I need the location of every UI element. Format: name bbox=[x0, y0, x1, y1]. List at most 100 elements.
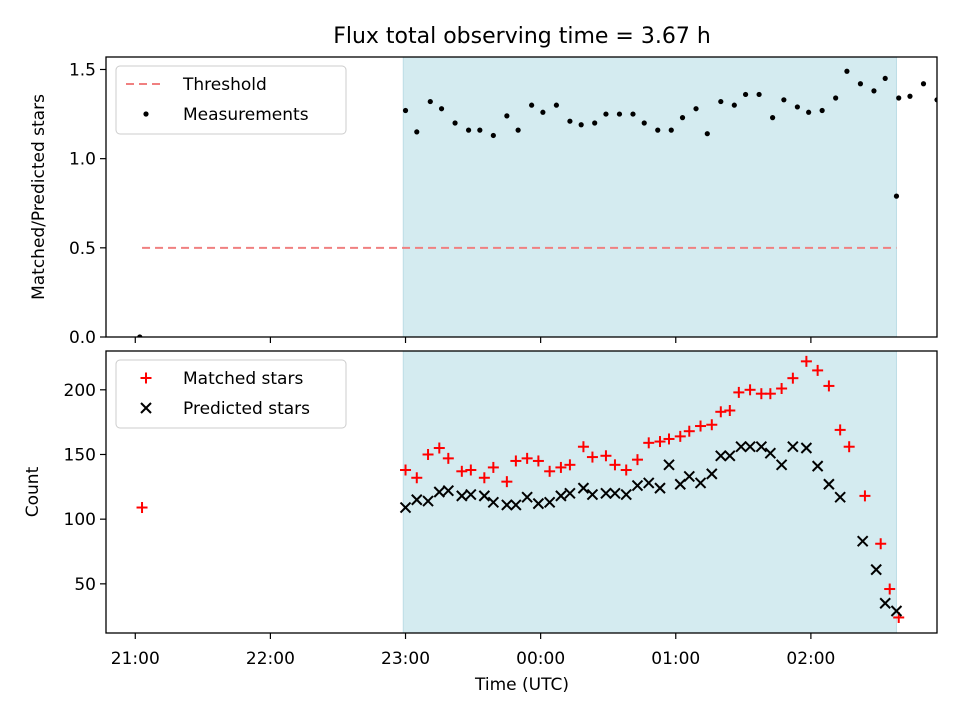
bottom-xtick-label-0: 21:00 bbox=[111, 649, 160, 669]
top-series0-point-38 bbox=[871, 88, 877, 94]
bottom-series0-point-19 bbox=[600, 450, 612, 462]
bottom-legend-swatch-0 bbox=[140, 372, 152, 384]
bottom-series0-point-9 bbox=[487, 461, 499, 473]
top-series0-point-11 bbox=[529, 102, 535, 108]
bottom-series0-point-3 bbox=[422, 448, 434, 460]
bottom-series1-point-10 bbox=[510, 499, 522, 511]
bottom-series1-point-41 bbox=[856, 535, 869, 547]
top-legend-box bbox=[115, 65, 347, 135]
top-series0-point-31 bbox=[781, 97, 787, 103]
top-legend-swatch-1 bbox=[143, 111, 149, 117]
bottom-y-axis-label: Count bbox=[23, 466, 43, 517]
bottom-series1-point-39 bbox=[823, 478, 835, 490]
bottom-series1-point-36 bbox=[787, 441, 799, 453]
bottom-series1-point-12 bbox=[532, 497, 545, 510]
bottom-series1-point-20 bbox=[620, 488, 632, 501]
bottom-series1-point-21 bbox=[631, 479, 644, 492]
bottom-legend-label-1: Predicted stars bbox=[183, 399, 310, 419]
bottom-series0-point-38 bbox=[800, 355, 812, 367]
bottom-xtick-label-2: 23:00 bbox=[381, 649, 430, 669]
bottom-series0-point-11 bbox=[510, 455, 522, 467]
bottom-series1-point-2 bbox=[422, 495, 434, 507]
top-ytick-label-1: 0.5 bbox=[69, 239, 96, 259]
top-series0-point-17 bbox=[603, 111, 609, 117]
bottom-series0-point-28 bbox=[695, 420, 707, 432]
bottom-series1-point-3 bbox=[433, 486, 446, 498]
bottom-series0-point-26 bbox=[674, 430, 686, 442]
bottom-axes-frame bbox=[105, 350, 938, 634]
bottom-panel: 50 100 150 200 21:00 22:00 23:00 00:00 01:00 02:0… bbox=[64, 350, 938, 669]
x-axis-label: Time (UTC) bbox=[474, 675, 569, 695]
bottom-series0-point-23 bbox=[643, 437, 655, 449]
bottom-series0-point-41 bbox=[834, 424, 846, 436]
bottom-series1-point-18 bbox=[600, 487, 612, 500]
bottom-series0-point-16 bbox=[564, 459, 576, 471]
top-series0-point-30 bbox=[770, 115, 776, 121]
bottom-series0-point-0 bbox=[136, 502, 148, 514]
bottom-series1-point-38 bbox=[811, 460, 824, 472]
bottom-series0-point-8 bbox=[478, 472, 490, 484]
top-series0-point-41 bbox=[907, 93, 913, 99]
bottom-series1-point-13 bbox=[543, 496, 556, 509]
bottom-series0-point-29 bbox=[706, 419, 718, 431]
top-ytick-label-3: 1.5 bbox=[69, 60, 96, 80]
bottom-series1-point-24 bbox=[663, 459, 675, 471]
bottom-series1-point-33 bbox=[755, 441, 768, 453]
bottom-series1-point-30 bbox=[724, 450, 736, 462]
top-series0-point-32 bbox=[794, 104, 800, 110]
top-legend-label-0: Threshold bbox=[182, 75, 267, 95]
bottom-series1-point-11 bbox=[521, 491, 533, 503]
top-ytick-label-0: 0.0 bbox=[69, 328, 96, 348]
top-series0-point-23 bbox=[679, 115, 686, 121]
top-series0-point-13 bbox=[553, 102, 560, 108]
top-series0-point-16 bbox=[592, 120, 598, 126]
top-series0-point-21 bbox=[655, 127, 661, 133]
top-series0-point-45 bbox=[893, 193, 900, 199]
bottom-series1-point-29 bbox=[715, 450, 727, 462]
top-series0-point-15 bbox=[578, 122, 584, 128]
bottom-data-layer bbox=[136, 355, 905, 623]
bottom-legend-swatch-1 bbox=[140, 402, 152, 414]
top-series0-point-35 bbox=[833, 95, 839, 101]
bottom-series0-point-32 bbox=[733, 386, 745, 398]
top-series0-point-34 bbox=[819, 107, 825, 114]
bottom-series0-point-45 bbox=[884, 583, 896, 595]
bottom-series0-point-27 bbox=[683, 425, 695, 437]
bottom-series1-point-23 bbox=[654, 482, 666, 494]
bottom-series1-point-32 bbox=[744, 441, 756, 453]
bottom-series0-point-15 bbox=[555, 461, 567, 473]
bottom-series1-point-6 bbox=[465, 488, 477, 501]
top-series0-point-5 bbox=[452, 120, 458, 126]
bottom-legend-box bbox=[115, 359, 347, 429]
top-axes-frame bbox=[105, 56, 938, 338]
top-series0-point-10 bbox=[515, 127, 521, 133]
top-series0-point-1 bbox=[402, 107, 409, 114]
bottom-series1-point-25 bbox=[674, 478, 686, 490]
bottom-series0-point-40 bbox=[823, 380, 835, 392]
bottom-series0-point-21 bbox=[620, 464, 632, 476]
bottom-series1-point-43 bbox=[879, 597, 891, 609]
bottom-series1-point-40 bbox=[834, 491, 846, 503]
bottom-series1-point-34 bbox=[764, 447, 777, 459]
top-series0-point-26 bbox=[718, 98, 724, 105]
top-series0-point-25 bbox=[704, 131, 710, 137]
bottom-series0-point-7 bbox=[465, 464, 477, 476]
bottom-series0-point-2 bbox=[411, 472, 423, 484]
bottom-legend-label-0: Matched stars bbox=[183, 369, 303, 389]
top-data-layer bbox=[137, 68, 937, 337]
top-series0-point-6 bbox=[465, 127, 472, 133]
bottom-series1-point-37 bbox=[800, 442, 813, 454]
bottom-series1-point-16 bbox=[577, 482, 590, 494]
top-series0-point-9 bbox=[504, 113, 510, 119]
bottom-series1-point-22 bbox=[643, 477, 655, 489]
bottom-series0-point-5 bbox=[442, 452, 454, 464]
top-series0-point-20 bbox=[641, 120, 647, 126]
bottom-series0-point-24 bbox=[654, 436, 666, 448]
bottom-shaded-region bbox=[402, 350, 897, 634]
top-series0-point-12 bbox=[540, 109, 546, 115]
bottom-series0-point-22 bbox=[631, 454, 643, 466]
top-series0-point-14 bbox=[567, 118, 573, 124]
bottom-series1-point-28 bbox=[706, 468, 718, 480]
bottom-series1-point-42 bbox=[870, 563, 882, 576]
bottom-series1-point-0 bbox=[399, 501, 412, 514]
